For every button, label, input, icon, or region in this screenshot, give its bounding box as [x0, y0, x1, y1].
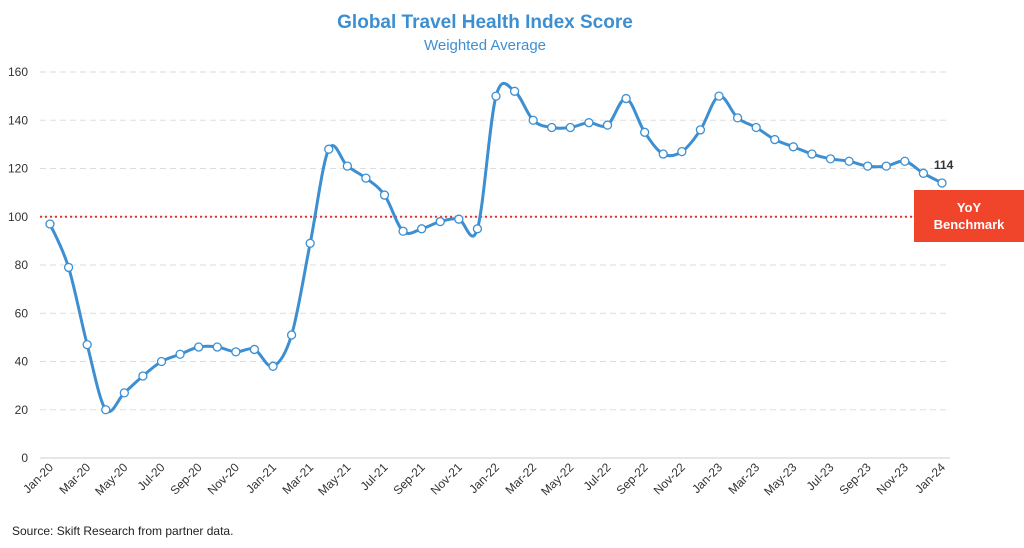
x-tick-label: Sep-21 [391, 460, 428, 497]
data-point [63, 262, 74, 273]
y-tick-label: 40 [15, 355, 29, 369]
data-point [937, 178, 947, 188]
data-point [398, 226, 408, 236]
data-point [677, 146, 687, 157]
x-tick-label: May-23 [761, 460, 799, 498]
benchmark-label-line2: Benchmark [933, 217, 1005, 232]
x-tick-label: Nov-22 [651, 460, 688, 497]
data-point [231, 347, 241, 357]
x-tick-label: Jul-22 [581, 460, 614, 493]
y-tick-label: 60 [15, 306, 29, 320]
data-point [770, 134, 780, 145]
data-point [751, 122, 761, 133]
y-tick-label: 0 [21, 451, 28, 465]
data-point [547, 122, 557, 133]
data-point [584, 118, 594, 128]
data-point [417, 224, 427, 234]
y-tick-label: 140 [8, 113, 28, 127]
data-point [82, 339, 92, 350]
x-tick-label: Mar-23 [726, 460, 763, 497]
benchmark-label-line1: YoY [956, 200, 982, 215]
x-tick-label: May-22 [538, 460, 576, 498]
data-point [454, 214, 464, 224]
data-point [714, 91, 724, 101]
data-point [305, 238, 315, 248]
data-point [491, 91, 501, 101]
x-tick-label: Jul-21 [358, 460, 391, 493]
x-tick-label: Nov-23 [874, 460, 911, 497]
x-tick-label: Sep-20 [168, 460, 205, 497]
series-line [48, 81, 944, 414]
x-tick-label: Jan-24 [912, 460, 948, 496]
x-tick-label: Jan-22 [466, 460, 502, 496]
y-tick-label: 80 [15, 258, 29, 272]
data-point [324, 144, 334, 154]
y-tick-label: 100 [8, 210, 28, 224]
x-tick-label: Sep-22 [614, 460, 651, 497]
benchmark-label-box: YoY Benchmark [914, 190, 1024, 242]
x-tick-label: Mar-21 [280, 460, 317, 497]
data-point [807, 149, 817, 159]
x-tick-label: Jul-20 [135, 460, 168, 493]
end-value-label: 114 [934, 158, 954, 172]
data-point [509, 86, 520, 96]
data-point [379, 190, 390, 200]
data-point [788, 142, 798, 152]
x-tick-label: Mar-22 [503, 460, 540, 497]
x-tick-label: Jan-21 [243, 460, 279, 496]
data-point [361, 173, 371, 183]
x-tick-label: May-20 [92, 460, 130, 498]
data-point [565, 122, 575, 133]
x-tick-label: Nov-20 [205, 460, 242, 497]
data-point [138, 371, 148, 381]
gridlines [40, 71, 950, 459]
data-point [640, 127, 650, 137]
data-point [101, 405, 111, 415]
data-point [863, 161, 873, 171]
x-tick-label: Sep-23 [837, 460, 874, 497]
data-point [249, 344, 260, 355]
chart-subtitle: Weighted Average [424, 37, 546, 54]
y-tick-label: 20 [15, 403, 29, 417]
y-axis: 0 20 40 60 80 100 120 140 160 [8, 65, 28, 465]
x-tick-label: Nov-21 [428, 460, 465, 497]
data-point [621, 93, 631, 104]
x-tick-label: Jul-23 [804, 460, 837, 493]
data-point [881, 161, 891, 171]
chart-title: Global Travel Health Index Score [337, 12, 633, 33]
data-point [45, 219, 55, 229]
x-tick-label: Jan-23 [689, 460, 725, 496]
source-note: Source: Skift Research from partner data… [12, 524, 234, 538]
data-points [45, 86, 947, 415]
data-point [900, 156, 910, 166]
x-tick-label: Jan-20 [20, 460, 56, 496]
data-point [342, 161, 352, 171]
data-point [156, 356, 167, 367]
data-point [268, 361, 278, 371]
data-point [695, 125, 706, 135]
data-point [528, 115, 538, 125]
data-point [119, 388, 129, 398]
y-tick-label: 160 [8, 65, 28, 79]
x-tick-label: May-21 [315, 460, 353, 498]
data-point [732, 113, 743, 123]
data-point [602, 120, 613, 130]
data-point [844, 156, 854, 166]
data-point [658, 149, 668, 159]
data-point [918, 168, 929, 178]
data-point [435, 216, 445, 227]
x-tick-label: Mar-20 [57, 460, 94, 497]
data-point [212, 342, 222, 352]
data-point [175, 349, 185, 359]
y-tick-label: 120 [8, 162, 28, 176]
data-point [472, 224, 483, 234]
data-point [286, 330, 297, 340]
data-point [194, 342, 204, 352]
data-point [825, 154, 836, 164]
